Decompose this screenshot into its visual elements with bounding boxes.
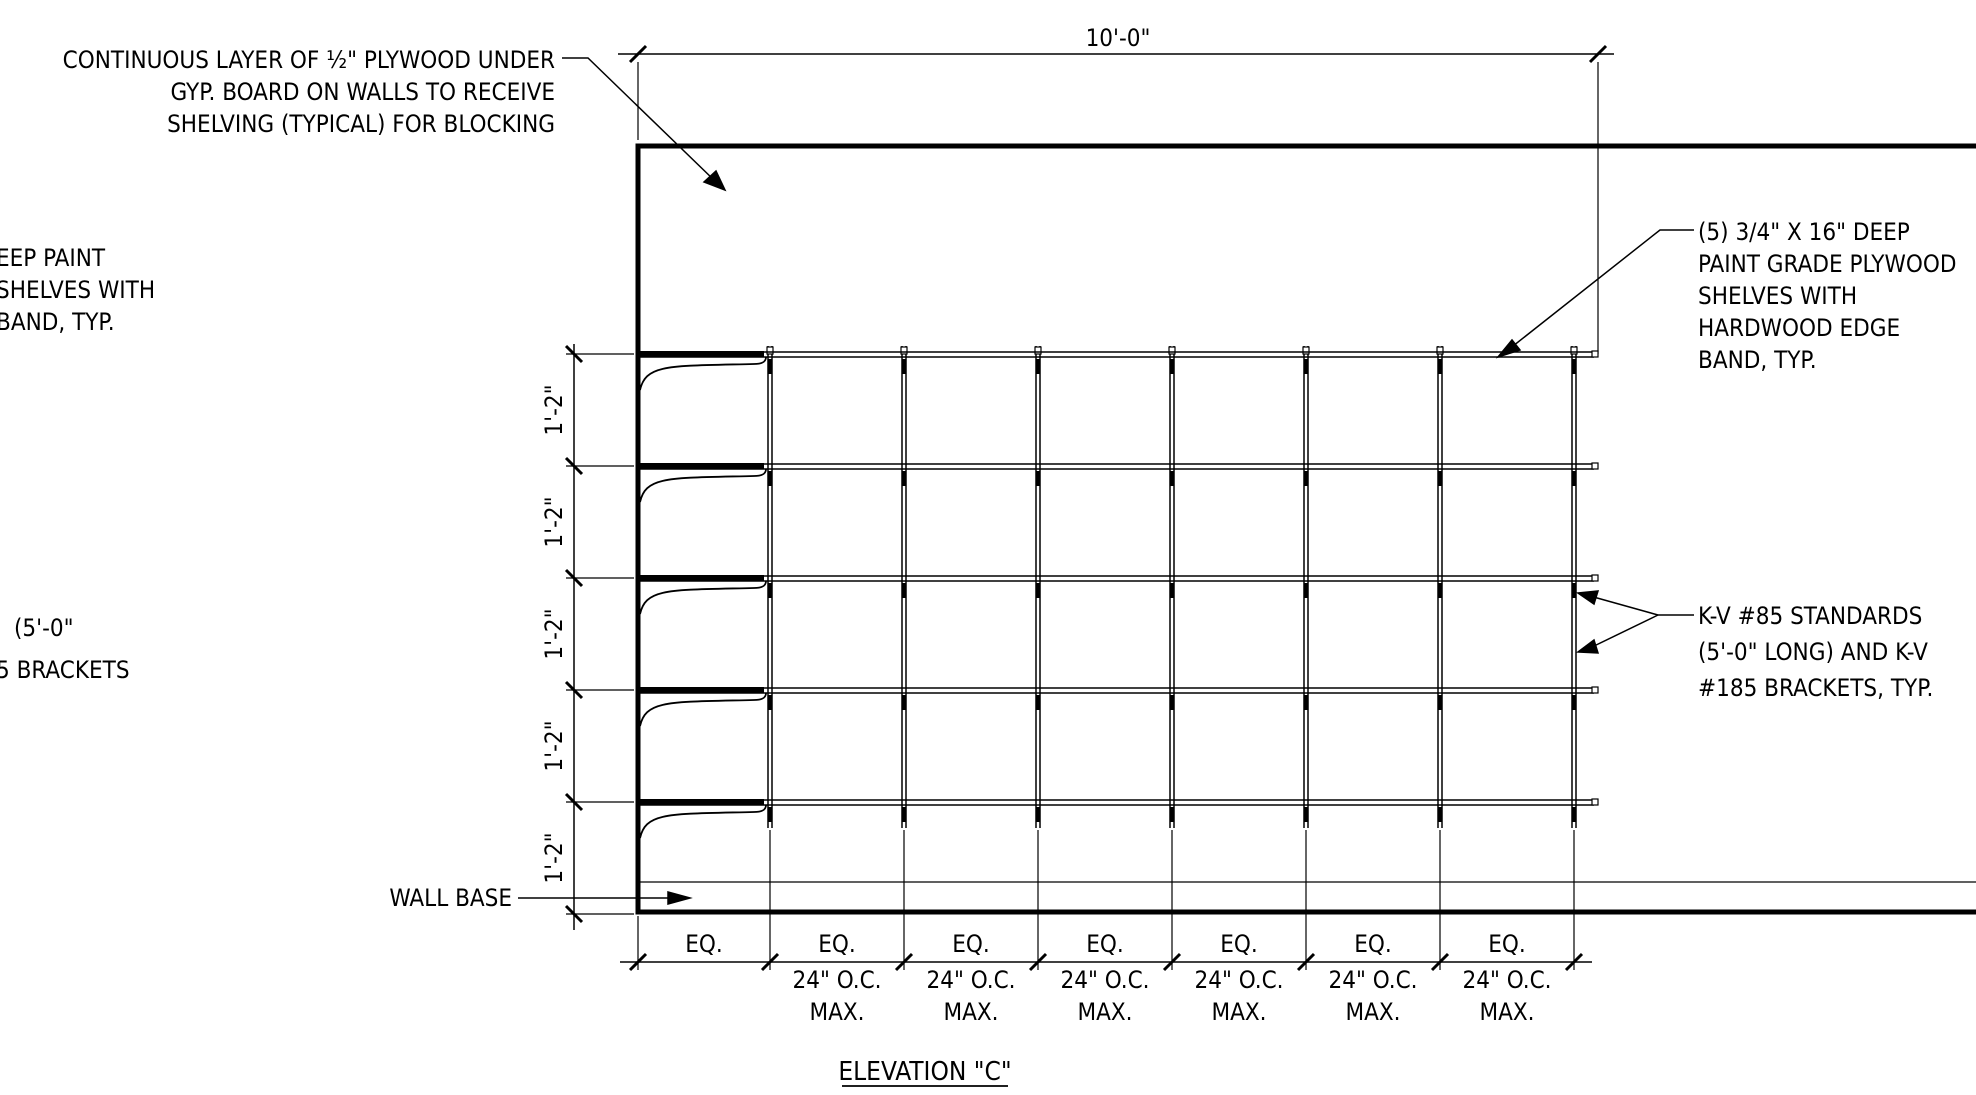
h-dim-oc-4: 24" O.C. xyxy=(1060,966,1149,994)
plywood-note-line-2: GYP. BOARD ON WALLS TO RECEIVE xyxy=(170,78,555,106)
shelf-note-line-3: SHELVES WITH xyxy=(1698,282,1857,310)
horizontal-dim-tick xyxy=(760,952,780,972)
vertical-dimension-chain xyxy=(564,344,634,930)
bracket-profile xyxy=(639,580,767,615)
bracket-profile xyxy=(639,692,767,727)
shelf-end-cap xyxy=(1591,462,1599,470)
vertical-dim-tick xyxy=(564,904,584,924)
shelf-note: (5) 3/4" X 16" DEEP PAINT GRADE PLYWOOD … xyxy=(1698,218,1956,374)
h-dim-eq-4: EQ. xyxy=(1086,930,1124,958)
standard-top-cap xyxy=(1168,346,1176,355)
vertical-dim-label-3: 1'-2" xyxy=(540,608,568,659)
horizontal-spacing-labels: EQ. EQ. 24" O.C. MAX. EQ. 24" O.C. MAX. … xyxy=(685,930,1551,1026)
h-dim-max-7: MAX. xyxy=(1479,998,1534,1026)
h-dim-max-6: MAX. xyxy=(1345,998,1400,1026)
vertical-dim-label-4: 1'-2" xyxy=(540,720,568,771)
vertical-dim-label-5: 1'-2" xyxy=(540,832,568,883)
vertical-dim-label-1: 1'-2" xyxy=(540,384,568,435)
horizontal-dimension-chain xyxy=(620,830,1592,972)
vertical-dim-tick xyxy=(564,680,584,700)
vertical-dim-tick xyxy=(564,456,584,476)
horizontal-dim-tick xyxy=(1296,952,1316,972)
shelf-end-cap xyxy=(1591,350,1599,358)
bracket-profile xyxy=(639,356,767,391)
shelf-note-line-4: HARDWOOD EDGE xyxy=(1698,314,1900,342)
wall-base-leader xyxy=(518,891,693,905)
left-note-line-2: SHELVES WITH xyxy=(0,276,155,304)
horizontal-dim-tick xyxy=(1430,952,1450,972)
elevation-title: ELEVATION "C" xyxy=(838,1057,1011,1087)
bracket-profile xyxy=(639,468,767,503)
wall-base-label: WALL BASE xyxy=(389,884,512,912)
shelf-note-line-5: BAND, TYP. xyxy=(1698,346,1817,374)
shelf-note-line-1: (5) 3/4" X 16" DEEP xyxy=(1698,218,1910,246)
left-note-line-5: 5 BRACKETS xyxy=(0,656,130,684)
plywood-note-line-1: CONTINUOUS LAYER OF ½" PLYWOOD UNDER xyxy=(63,46,555,74)
standards-note-line-2: (5'-0" LONG) AND K-V xyxy=(1698,638,1928,666)
plywood-note-line-3: SHELVING (TYPICAL) FOR BLOCKING xyxy=(167,110,555,138)
standard-top-cap xyxy=(1302,346,1310,355)
h-dim-eq-2: EQ. xyxy=(818,930,856,958)
standards-note-line-3: #185 BRACKETS, TYP. xyxy=(1698,674,1933,702)
vertical-dim-tick xyxy=(564,792,584,812)
standard-top-cap xyxy=(1570,346,1578,355)
vertical-dim-tick xyxy=(564,568,584,588)
h-dim-max-3: MAX. xyxy=(943,998,998,1026)
h-dim-oc-6: 24" O.C. xyxy=(1328,966,1417,994)
h-dim-eq-6: EQ. xyxy=(1354,930,1392,958)
left-note-line-3: BAND, TYP. xyxy=(0,308,115,336)
h-dim-eq-7: EQ. xyxy=(1488,930,1526,958)
shelf-end-cap xyxy=(1591,798,1599,806)
plywood-note: CONTINUOUS LAYER OF ½" PLYWOOD UNDER GYP… xyxy=(63,46,555,138)
shelf-end-cap xyxy=(1591,686,1599,694)
horizontal-dim-tick xyxy=(1028,952,1048,972)
h-dim-max-2: MAX. xyxy=(809,998,864,1026)
bracket-profile xyxy=(639,804,767,839)
horizontal-dim-tick xyxy=(1162,952,1182,972)
plywood-leader xyxy=(562,57,727,192)
h-dim-eq-5: EQ. xyxy=(1220,930,1258,958)
h-dim-oc-2: 24" O.C. xyxy=(792,966,881,994)
h-dim-oc-5: 24" O.C. xyxy=(1194,966,1283,994)
left-clipped-notes: EEP PAINT SHELVES WITH BAND, TYP. (5'-0"… xyxy=(0,244,155,684)
standards-note-line-1: K-V #85 STANDARDS xyxy=(1698,602,1922,630)
h-dim-eq-1: EQ. xyxy=(685,930,723,958)
h-dim-oc-7: 24" O.C. xyxy=(1462,966,1551,994)
shelving-assembly xyxy=(638,346,1599,839)
shelf-note-line-2: PAINT GRADE PLYWOOD xyxy=(1698,250,1956,278)
standards-leader xyxy=(1575,590,1694,654)
vertical-dim-label-2: 1'-2" xyxy=(540,496,568,547)
standard-top-cap xyxy=(766,346,774,355)
standard-top-cap xyxy=(1436,346,1444,355)
overall-dimension xyxy=(618,44,1614,354)
shelf-leader xyxy=(1495,229,1694,359)
standard-top-cap xyxy=(900,346,908,355)
vertical-spacing-labels: 1'-2" 1'-2" 1'-2" 1'-2" 1'-2" xyxy=(540,384,568,883)
h-dim-max-5: MAX. xyxy=(1211,998,1266,1026)
left-note-line-1: EEP PAINT xyxy=(0,244,106,272)
wall-outline xyxy=(635,143,1976,915)
standard-top-cap xyxy=(1034,346,1042,355)
vertical-dim-tick xyxy=(564,344,584,364)
shelf-end-cap xyxy=(1591,574,1599,582)
standards-note: K-V #85 STANDARDS (5'-0" LONG) AND K-V #… xyxy=(1698,602,1933,702)
horizontal-dim-tick xyxy=(894,952,914,972)
h-dim-oc-3: 24" O.C. xyxy=(926,966,1015,994)
horizontal-dim-tick xyxy=(1564,952,1584,972)
overall-dimension-label: 10'-0" xyxy=(1086,24,1151,52)
h-dim-max-4: MAX. xyxy=(1077,998,1132,1026)
left-note-line-4: (5'-0" xyxy=(14,614,74,642)
horizontal-dim-tick xyxy=(628,952,648,972)
h-dim-eq-3: EQ. xyxy=(952,930,990,958)
